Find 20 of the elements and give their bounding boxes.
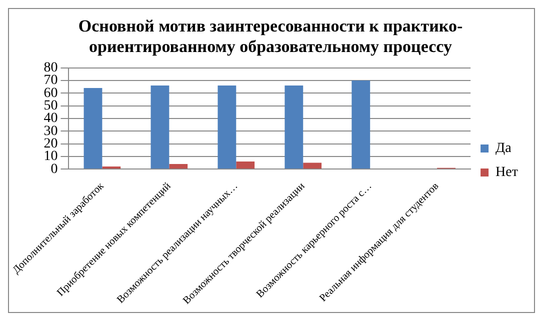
y-tick-label: 0	[50, 162, 58, 177]
chart-title: Основной мотив заинтересованности к практико- ориентированному образовательному процессу	[78, 16, 463, 56]
y-tick-label: 40	[44, 111, 58, 126]
y-tick-label: 10	[44, 149, 58, 164]
bar	[84, 88, 102, 169]
bar	[284, 86, 304, 169]
y-tick-label: 20	[44, 136, 58, 152]
bar	[169, 164, 188, 169]
legend-label: Да	[496, 141, 512, 156]
y-tick-label: 80	[44, 60, 58, 76]
bar	[150, 86, 170, 169]
y-tick-label: 70	[44, 73, 58, 88]
y-tick-label: 50	[44, 98, 58, 114]
bar	[352, 80, 370, 169]
bar	[218, 86, 236, 169]
legend-label: Нет	[496, 165, 518, 180]
bar	[236, 161, 255, 169]
y-tick-label: 60	[44, 86, 58, 101]
bar	[303, 162, 322, 169]
y-tick-label: 30	[44, 124, 58, 139]
